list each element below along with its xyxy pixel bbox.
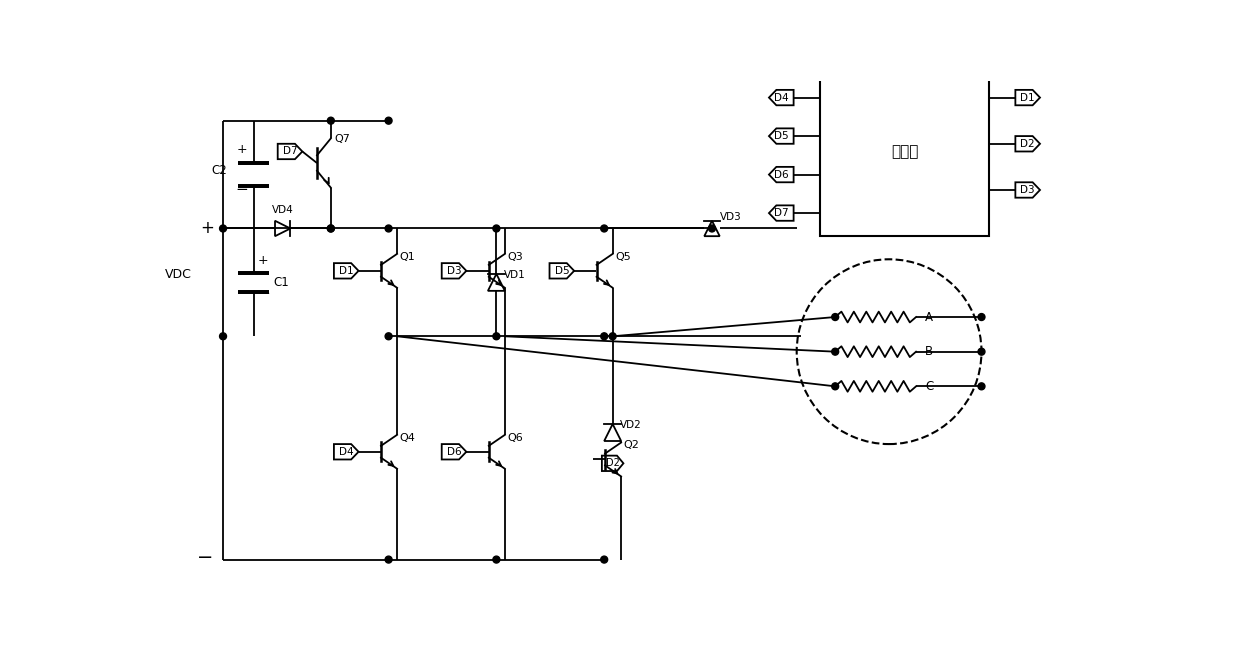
Text: +: + [258, 254, 269, 267]
Text: 单片机: 单片机 [891, 144, 918, 159]
Text: B: B [926, 345, 933, 358]
Text: −: − [258, 286, 270, 302]
Text: D3: D3 [447, 266, 461, 276]
Text: D6: D6 [774, 169, 788, 179]
Circle shape [493, 556, 499, 563]
Text: D5: D5 [555, 266, 569, 276]
Text: D6: D6 [447, 447, 461, 457]
Circle shape [601, 556, 607, 563]
Circle shape [493, 333, 499, 340]
Circle shape [831, 314, 839, 321]
Text: D3: D3 [1021, 185, 1035, 195]
Text: VD3: VD3 [720, 212, 741, 222]
Text: Q6: Q6 [507, 433, 523, 443]
Text: C: C [926, 380, 933, 393]
Text: D7: D7 [282, 146, 297, 157]
Text: D1: D1 [339, 266, 353, 276]
Circle shape [327, 117, 335, 124]
Circle shape [978, 348, 985, 355]
Text: VD4: VD4 [271, 204, 294, 214]
Text: Q7: Q7 [335, 134, 349, 144]
Text: D1: D1 [1021, 93, 1035, 103]
Text: −: − [197, 548, 214, 566]
Circle shape [385, 556, 392, 563]
Circle shape [493, 225, 499, 232]
Circle shape [385, 117, 392, 124]
Text: A: A [926, 310, 933, 323]
Circle shape [601, 225, 607, 232]
Text: D2: D2 [606, 458, 620, 468]
Circle shape [385, 225, 392, 232]
Text: D2: D2 [1021, 139, 1035, 149]
Text: Q5: Q5 [615, 251, 631, 261]
Text: D5: D5 [774, 131, 788, 141]
Circle shape [327, 225, 335, 232]
Text: D4: D4 [774, 93, 788, 103]
Circle shape [978, 314, 985, 321]
Circle shape [709, 225, 715, 232]
Circle shape [831, 348, 839, 355]
Text: Q2: Q2 [623, 440, 639, 450]
Circle shape [610, 333, 616, 340]
Text: Q3: Q3 [507, 251, 523, 261]
Text: VDC: VDC [165, 268, 192, 281]
Circle shape [831, 383, 839, 390]
Circle shape [385, 333, 392, 340]
Circle shape [601, 333, 607, 340]
Text: C2: C2 [211, 164, 227, 177]
Circle shape [219, 333, 227, 340]
Text: D7: D7 [774, 208, 788, 218]
Circle shape [219, 225, 227, 232]
Text: +: + [237, 143, 248, 157]
FancyBboxPatch shape [820, 67, 989, 236]
Text: Q4: Q4 [399, 433, 415, 443]
Circle shape [327, 225, 335, 232]
Text: D4: D4 [339, 447, 353, 457]
Text: C1: C1 [273, 276, 289, 289]
Text: +: + [199, 220, 214, 237]
Text: Q1: Q1 [399, 251, 415, 261]
Circle shape [978, 383, 985, 390]
Text: −: − [235, 183, 248, 198]
Text: VD2: VD2 [621, 420, 642, 430]
Text: VD1: VD1 [504, 269, 525, 280]
